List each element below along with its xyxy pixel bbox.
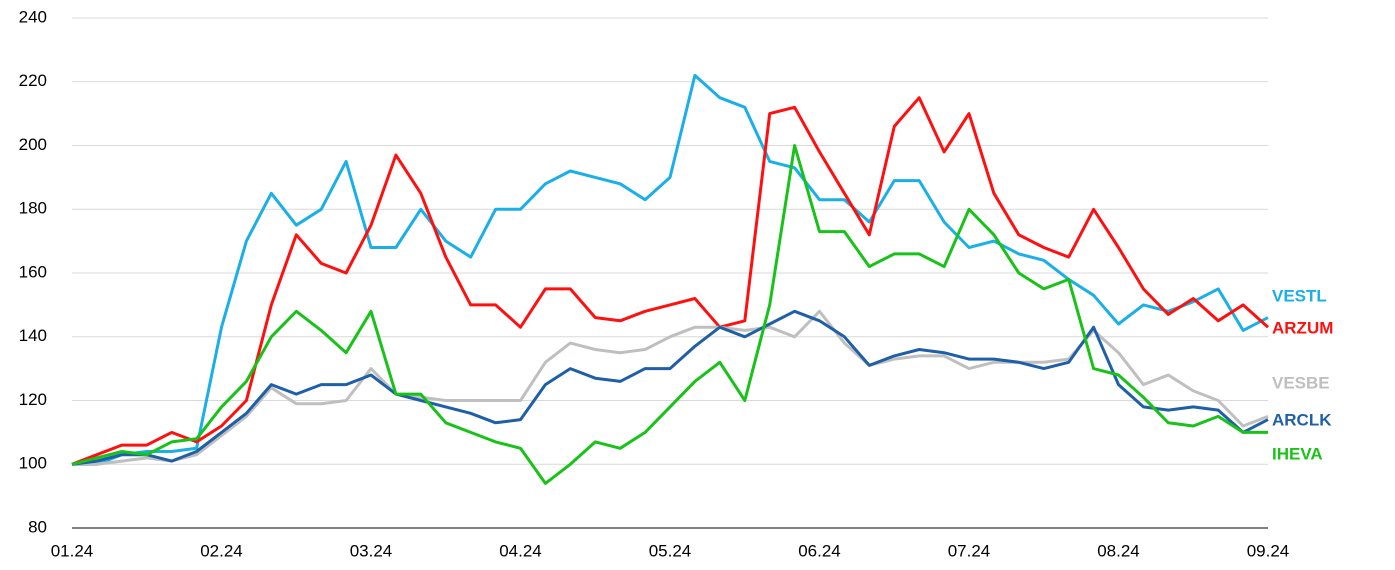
x-tick-label: 02.24 [200,541,243,560]
legend-label: VESTL [1272,286,1327,305]
x-tick-label: 01.24 [51,541,94,560]
x-tick-label: 05.24 [649,541,692,560]
y-tick-label: 160 [19,262,47,281]
series-line [71,144,1268,485]
x-tick-label: 06.24 [798,541,841,560]
series-line [71,309,1269,466]
legend-label: ARZUM [1272,318,1333,337]
legend-label: IHEVA [1272,444,1323,463]
y-tick-label: 200 [19,135,47,154]
x-tick-label: 03.24 [350,541,393,560]
legend-label: ARCLK [1272,410,1332,429]
series-line [72,309,1269,466]
y-tick-label: 140 [19,326,47,345]
series-line [71,96,1270,466]
y-tick-label: 220 [19,71,47,90]
legend-label: VESBE [1272,373,1330,392]
y-tick-label: 240 [19,7,47,26]
y-tick-label: 180 [19,199,47,218]
x-tick-label: 04.24 [499,541,542,560]
x-tick-label: 07.24 [948,541,991,560]
y-tick-label: 120 [19,390,47,409]
x-tick-label: 08.24 [1097,541,1140,560]
y-tick-label: 100 [19,454,47,473]
x-tick-label: 09.24 [1247,541,1290,560]
y-tick-label: 80 [28,517,47,536]
